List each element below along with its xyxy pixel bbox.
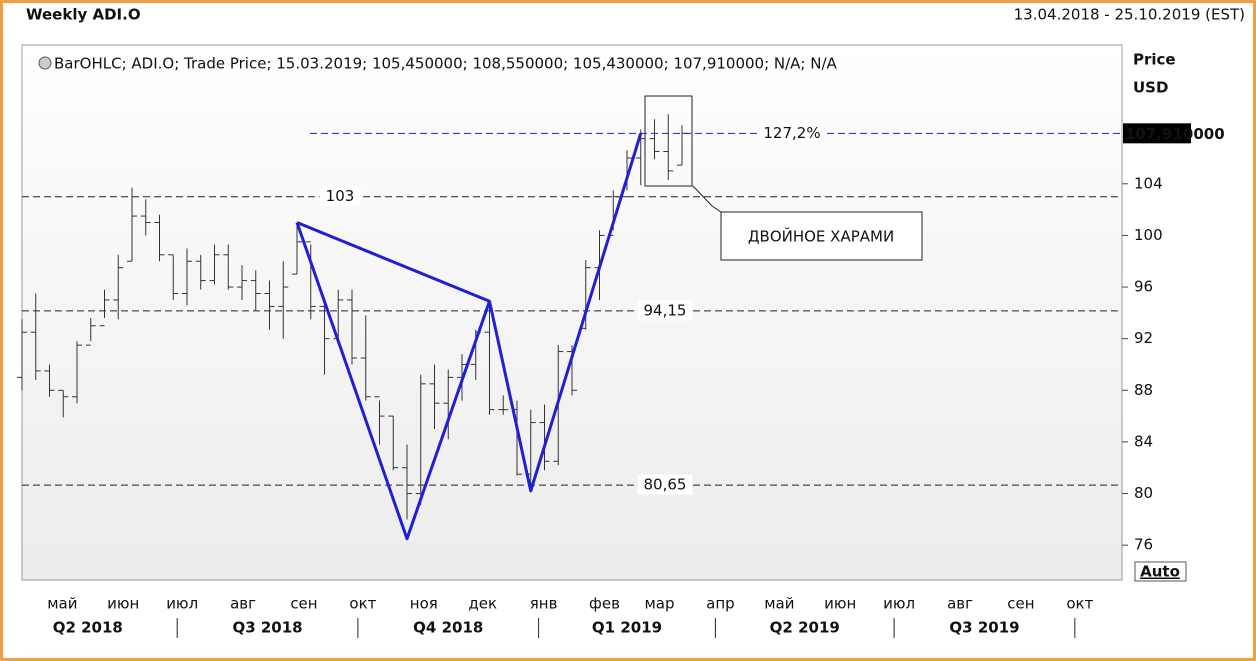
quarter-label: Q1 2019 [592, 619, 662, 637]
x-tick-label: окт [1066, 595, 1093, 613]
x-tick-label: июл [166, 595, 198, 613]
auto-button[interactable] [1134, 561, 1187, 582]
legend: BarOHLC; ADI.O; Trade Price; 15.03.2019;… [54, 55, 838, 73]
quarter-label: Q4 2018 [413, 619, 483, 637]
x-tick-label: авг [230, 595, 256, 613]
level-label-bg [637, 300, 693, 321]
auto-label[interactable]: Auto [1140, 563, 1180, 581]
pattern-box [644, 95, 693, 187]
pattern-line [296, 221, 491, 303]
quarter-label: Q2 2018 [53, 619, 123, 637]
y-tick-label: 96 [1134, 278, 1153, 296]
callout-connector [692, 185, 722, 213]
plot-area [21, 44, 1123, 581]
x-tick-label: май [764, 595, 794, 613]
axis-unit: USD [1133, 79, 1168, 97]
x-tick-label: дек [468, 595, 497, 613]
y-tick-label: 100 [1134, 226, 1163, 244]
level-label-bg [637, 474, 693, 495]
axis-title: Price [1133, 51, 1176, 69]
x-tick-label: сен [1007, 595, 1034, 613]
extension-label-bg [759, 123, 825, 142]
x-tick-label: авг [947, 595, 973, 613]
annotation: ДВОЙНОЕ ХАРАМИ [748, 227, 894, 246]
y-tick-label: 104 [1134, 174, 1163, 192]
x-tick-label: апр [706, 595, 735, 613]
chart-title: Weekly ADI.O [26, 6, 141, 24]
level-label-bg [319, 186, 361, 207]
quarter-label: Q2 2019 [770, 619, 840, 637]
y-tick-label: 88 [1134, 381, 1153, 399]
x-tick-label: окт [349, 595, 376, 613]
x-tick-label: мар [644, 595, 674, 613]
y-tick-label: 76 [1134, 536, 1153, 554]
price-tag [1123, 123, 1191, 144]
level-label: 94,15 [644, 301, 687, 319]
x-tick-label: янв [530, 595, 558, 613]
level-label: 103 [326, 187, 355, 205]
x-tick-label: фев [589, 595, 620, 613]
legend-icon [38, 56, 52, 70]
quarter-label: Q3 2019 [949, 619, 1019, 637]
callout-box [720, 211, 923, 261]
x-tick-label: июн [824, 595, 856, 613]
level-label: 80,65 [644, 476, 687, 494]
price-tag-label: 107,910000 [1125, 125, 1225, 143]
y-tick-label: 80 [1134, 484, 1153, 502]
extension-label: 127,2% [763, 124, 820, 142]
x-tick-label: ноя [410, 595, 438, 613]
quarter-label: Q3 2018 [232, 619, 302, 637]
x-tick-label: июн [107, 595, 139, 613]
x-tick-label: май [47, 595, 77, 613]
y-tick-label: 84 [1134, 432, 1153, 450]
x-tick-label: июл [883, 595, 915, 613]
y-tick-label: 92 [1134, 329, 1153, 347]
x-tick-label: сен [290, 595, 317, 613]
date-range: 13.04.2018 - 25.10.2019 (EST) [1014, 6, 1245, 24]
